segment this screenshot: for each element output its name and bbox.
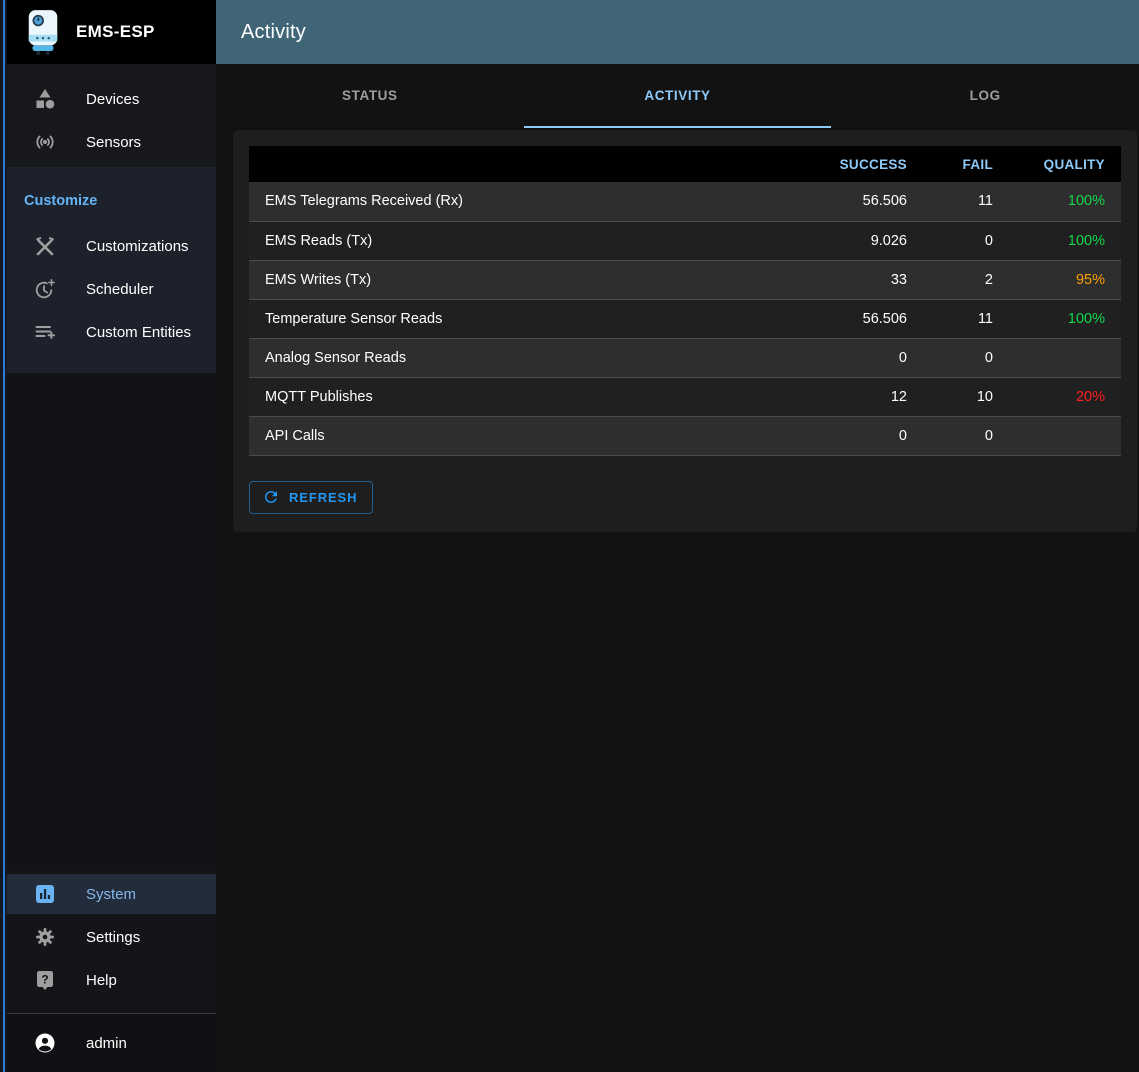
- column-header-quality: QUALITY: [1009, 146, 1121, 182]
- sidebar-item-label: Customizations: [86, 237, 189, 255]
- refresh-button-label: REFRESH: [289, 489, 358, 505]
- table-row: EMS Writes (Tx) 33 2 95%: [249, 260, 1121, 300]
- column-header-fail: FAIL: [923, 146, 1009, 182]
- table-row: MQTT Publishes 12 10 20%: [249, 377, 1121, 417]
- sidebar-item-label: Help: [86, 971, 117, 989]
- construction-icon: [33, 234, 57, 258]
- sidebar-item-label: System: [86, 885, 137, 903]
- fail-value: 0: [923, 338, 1009, 378]
- sensors-icon: [33, 130, 57, 154]
- sidebar-item-sensors[interactable]: Sensors: [7, 122, 216, 162]
- customize-section-header: Customize: [24, 193, 98, 209]
- sidebar-main-nav: Devices Sensors: [7, 64, 216, 167]
- left-screen-edge: [0, 0, 7, 1072]
- sidebar-item-custom-entities[interactable]: Custom Entities: [7, 312, 216, 352]
- refresh-button[interactable]: REFRESH: [249, 480, 374, 514]
- sidebar-divider: [7, 1013, 216, 1014]
- sidebar-item-label: Devices: [86, 90, 140, 108]
- quality-value: 100%: [1009, 182, 1121, 222]
- table-row: EMS Telegrams Received (Rx) 56.506 11 10…: [249, 182, 1121, 222]
- tab-activity[interactable]: ACTIVITY: [523, 64, 832, 128]
- analytics-icon: [33, 882, 57, 906]
- fail-value: 0: [923, 416, 1009, 456]
- activity-table: SUCCESS FAIL QUALITY EMS Telegrams Recei…: [249, 146, 1121, 456]
- app-title: EMS-ESP: [76, 22, 155, 41]
- boiler-icon: [24, 9, 62, 55]
- quality-value: 100%: [1009, 299, 1121, 339]
- sidebar-spacer: [7, 373, 216, 871]
- svg-text:?: ?: [41, 972, 48, 986]
- appbar: Activity: [216, 0, 1139, 64]
- table-row: API Calls 0 0: [249, 416, 1121, 456]
- success-value: 56.506: [795, 182, 923, 222]
- main-area: Activity STATUS ACTIVITY LOG SUCCESS FAI…: [216, 0, 1139, 1072]
- category-icon: [33, 87, 57, 111]
- metric-name: MQTT Publishes: [249, 377, 795, 417]
- table-header-row: SUCCESS FAIL QUALITY: [249, 146, 1121, 182]
- success-value: 9.026: [795, 221, 923, 261]
- success-value: 12: [795, 377, 923, 417]
- tab-status[interactable]: STATUS: [342, 87, 398, 103]
- fail-value: 10: [923, 377, 1009, 417]
- tab-log[interactable]: LOG: [969, 87, 1001, 103]
- metric-name: EMS Writes (Tx): [249, 260, 795, 300]
- table-row: EMS Reads (Tx) 9.026 0 100%: [249, 221, 1121, 261]
- refresh-icon: [262, 488, 280, 506]
- metric-name: Temperature Sensor Reads: [249, 299, 795, 339]
- sidebar-item-help[interactable]: ? Help: [7, 960, 216, 1000]
- success-value: 0: [795, 338, 923, 378]
- activity-panel: SUCCESS FAIL QUALITY EMS Telegrams Recei…: [233, 130, 1137, 532]
- column-header-success: SUCCESS: [795, 146, 923, 182]
- left-edge-accent-line: [3, 0, 5, 1072]
- user-name: admin: [86, 1034, 127, 1052]
- page-title: Activity: [241, 20, 306, 43]
- sidebar-customize-section: Customize Customizations: [7, 167, 216, 373]
- quality-value: 95%: [1009, 260, 1121, 300]
- table-row: Temperature Sensor Reads 56.506 11 100%: [249, 299, 1121, 339]
- tab-bar: STATUS ACTIVITY LOG: [216, 64, 1139, 128]
- sidebar-user-row[interactable]: admin: [7, 1014, 216, 1072]
- sidebar-logo-bar: EMS-ESP: [7, 0, 216, 64]
- quality-value: [1009, 338, 1121, 378]
- success-value: 0: [795, 416, 923, 456]
- sidebar-item-label: Custom Entities: [86, 323, 192, 341]
- sidebar-item-label: Sensors: [86, 133, 142, 151]
- table-row: Analog Sensor Reads 0 0: [249, 338, 1121, 378]
- sidebar: EMS-ESP Devices: [7, 0, 216, 1072]
- sidebar-item-settings[interactable]: Settings: [7, 917, 216, 957]
- quality-value: 20%: [1009, 377, 1121, 417]
- metric-name: API Calls: [249, 416, 795, 456]
- quality-value: 100%: [1009, 221, 1121, 261]
- success-value: 33: [795, 260, 923, 300]
- fail-value: 11: [923, 299, 1009, 339]
- sidebar-bottom-nav: System Settings: [7, 871, 216, 1011]
- fail-value: 0: [923, 221, 1009, 261]
- quality-value: [1009, 416, 1121, 456]
- sidebar-item-customizations[interactable]: Customizations: [7, 226, 216, 266]
- help-icon: ?: [33, 968, 57, 992]
- metric-name: EMS Reads (Tx): [249, 221, 795, 261]
- playlist-add-icon: [33, 320, 57, 344]
- column-header-name: [249, 146, 795, 182]
- fail-value: 11: [923, 182, 1009, 222]
- sidebar-item-label: Settings: [86, 928, 141, 946]
- scheduler-clock-icon: [33, 277, 57, 301]
- sidebar-item-label: Scheduler: [86, 280, 154, 298]
- success-value: 56.506: [795, 299, 923, 339]
- metric-name: EMS Telegrams Received (Rx): [249, 182, 795, 222]
- sidebar-item-system[interactable]: System: [7, 874, 216, 914]
- fail-value: 2: [923, 260, 1009, 300]
- sidebar-item-devices[interactable]: Devices: [7, 79, 216, 119]
- gear-icon: [33, 925, 57, 949]
- sidebar-item-scheduler[interactable]: Scheduler: [7, 269, 216, 309]
- account-circle-icon: [33, 1031, 57, 1055]
- metric-name: Analog Sensor Reads: [249, 338, 795, 378]
